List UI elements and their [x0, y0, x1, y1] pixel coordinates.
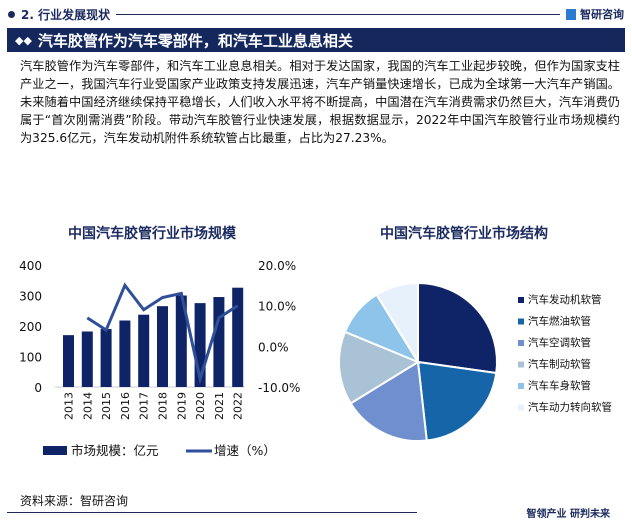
- right-axis-tick: -10.0%: [258, 381, 300, 395]
- left-axis-tick: 0: [34, 381, 42, 395]
- footer-slogan: 智领产业 研判未来: [526, 509, 610, 520]
- right-axis-tick: 10.0%: [258, 300, 296, 314]
- title-banner: ◆◆ 汽车胶管作为汽车零部件，和汽车工业息息相关: [7, 28, 625, 52]
- legend-label: 汽车车身软管: [528, 379, 591, 392]
- x-axis-tick: 2021: [213, 392, 226, 420]
- x-axis-tick: 2018: [157, 392, 170, 420]
- left-axis-tick: 200: [19, 320, 42, 334]
- brand-mark-icon: [566, 8, 576, 20]
- source-note: 资料来源：智研咨询: [20, 494, 129, 508]
- right-axis-tick: 20.0%: [258, 259, 296, 273]
- x-axis-tick: 2017: [138, 392, 151, 420]
- legend-swatch: [518, 297, 524, 303]
- x-axis-tick: 2016: [119, 392, 132, 420]
- left-axis-tick: 400: [19, 259, 42, 273]
- banner-title: 汽车胶管作为汽车零部件，和汽车工业息息相关: [37, 31, 353, 50]
- header-divider: [116, 13, 560, 15]
- legend-label: 汽车燃油软管: [528, 315, 591, 328]
- bar: [100, 329, 112, 387]
- left-axis-tick: 100: [19, 351, 42, 365]
- bar-chart-title: 中国汽车胶管行业市场规模: [68, 226, 236, 242]
- bar: [81, 331, 93, 387]
- x-axis-tick: 2014: [81, 392, 94, 420]
- bar: [213, 297, 225, 387]
- bar: [119, 320, 131, 387]
- x-axis-tick: 2019: [175, 392, 188, 420]
- left-axis-tick: 300: [19, 290, 42, 304]
- legend-line-label: 增速（%）: [214, 443, 276, 458]
- market-size-chart: 0 100 200 300 400 -10.0% 0.0% 10.0% 20.0% 2013 201…: [19, 259, 300, 458]
- pie-slice: [417, 281, 498, 375]
- section-title: 2. 行业发展现状: [21, 7, 111, 22]
- legend-label: 汽车空调软管: [528, 336, 591, 349]
- brand-logo: 智研咨询: [566, 6, 624, 22]
- legend-swatch: [518, 383, 524, 389]
- body-paragraph: 汽车胶管作为汽车零部件，和汽车工业息息相关。相对于发达国家，我国的汽车工业起步较…: [20, 59, 620, 145]
- pie-slice: [416, 360, 498, 442]
- legend-label: 汽车制动软管: [528, 358, 591, 371]
- section-header: 2. 行业发展现状 智研咨询: [8, 5, 624, 23]
- bar: [157, 306, 168, 387]
- legend-label: 汽车发动机软管: [528, 293, 602, 306]
- bar: [175, 295, 187, 387]
- legend-swatch: [518, 361, 524, 368]
- legend-label: 汽车动力转向软管: [528, 401, 612, 414]
- growth-line: [86, 282, 239, 385]
- bar: [138, 314, 150, 387]
- bar: [194, 303, 206, 387]
- bar: [232, 287, 244, 387]
- legend-swatch: [518, 404, 524, 411]
- x-axis-tick: 2015: [100, 392, 113, 420]
- right-axis-tick: 0.0%: [258, 340, 289, 354]
- x-axis-tick: 2013: [63, 392, 76, 420]
- pie-slice: [338, 330, 421, 405]
- legend-swatch: [518, 340, 524, 346]
- pie-slice: [349, 360, 428, 442]
- pie-chart-title: 中国汽车胶管行业市场结构: [380, 226, 548, 242]
- pie-slice: [375, 281, 419, 366]
- brand-name: 智研咨询: [580, 8, 624, 21]
- x-axis-tick: 2022: [232, 392, 245, 420]
- legend-bar-swatch: [43, 446, 67, 455]
- bullet-icon: [8, 10, 15, 18]
- x-axis-tick: 2020: [194, 392, 207, 420]
- bar: [63, 335, 74, 387]
- diamond-icon: ◆◆: [15, 33, 32, 47]
- legend-swatch: [518, 318, 524, 325]
- footer-divider: [7, 512, 417, 513]
- legend-bar-label: 市场规模：亿元: [71, 443, 159, 458]
